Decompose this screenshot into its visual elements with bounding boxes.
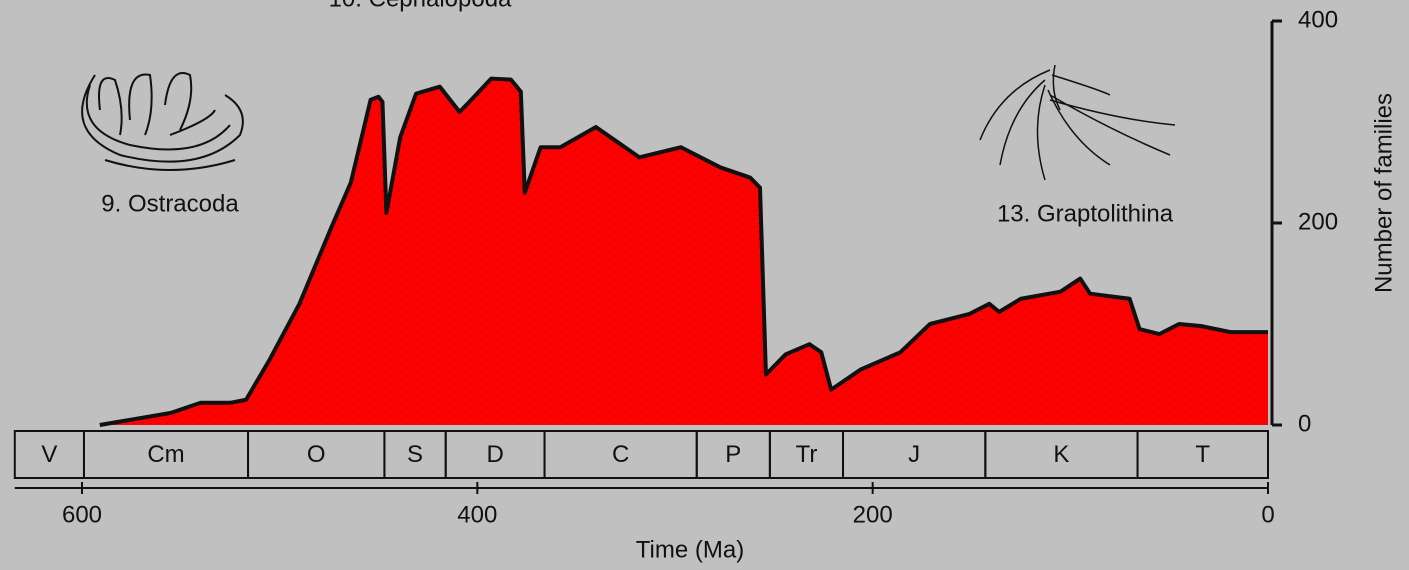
annotation: 10. Cephalopoda — [329, 0, 512, 12]
period-label: S — [407, 441, 423, 468]
annotation: 13. Graptolithina — [997, 200, 1174, 227]
period-label: C — [612, 441, 629, 468]
graptolithina-icon — [979, 64, 1176, 181]
period-label: D — [486, 441, 503, 468]
period-label: Tr — [796, 441, 818, 468]
area — [99, 78, 1268, 425]
x-tick-label: 600 — [62, 501, 102, 528]
period-label: P — [725, 441, 741, 468]
period-label: V — [41, 441, 57, 468]
x-tick-label: 0 — [1261, 501, 1274, 528]
period-label: T — [1195, 441, 1210, 468]
x-tick-label: 400 — [457, 501, 497, 528]
period-label: O — [307, 441, 326, 468]
x-tick-label: 200 — [853, 501, 893, 528]
y-tick-label: 200 — [1298, 208, 1338, 235]
period-label: J — [908, 441, 920, 468]
y-axis-title: Number of families — [1370, 93, 1397, 293]
y-tick-label: 0 — [1298, 410, 1311, 437]
period-box — [1136, 430, 1270, 479]
period-label: Cm — [147, 441, 184, 468]
annotation: 9. Ostracoda — [101, 190, 239, 217]
ostracoda-icon — [81, 72, 244, 171]
y-tick-label: 400 — [1298, 6, 1338, 33]
x-axis-title: Time (Ma) — [636, 536, 744, 563]
area-outline — [99, 76, 1268, 427]
period-label: K — [1053, 441, 1069, 468]
